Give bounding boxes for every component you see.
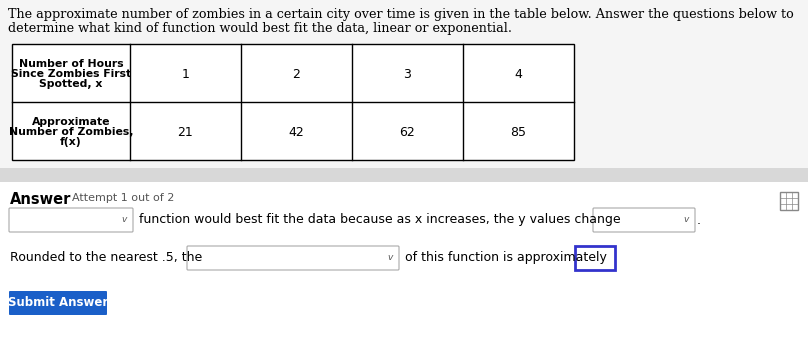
Text: f(x): f(x)	[60, 137, 82, 147]
Text: 21: 21	[178, 125, 193, 139]
Text: 62: 62	[400, 125, 415, 139]
FancyBboxPatch shape	[593, 208, 695, 232]
Text: Since Zombies First: Since Zombies First	[11, 69, 131, 79]
Text: Approximate: Approximate	[32, 117, 110, 127]
Text: Submit Answer: Submit Answer	[8, 297, 108, 309]
Text: determine what kind of function would best fit the data, linear or exponential.: determine what kind of function would be…	[8, 22, 512, 35]
Bar	[12, 44, 574, 160]
FancyBboxPatch shape	[9, 208, 133, 232]
Text: Answer: Answer	[10, 192, 71, 207]
Text: Number of Hours: Number of Hours	[19, 59, 124, 69]
Text: 1: 1	[182, 67, 189, 81]
Text: .: .	[697, 214, 701, 226]
FancyBboxPatch shape	[9, 291, 107, 315]
Text: 4: 4	[515, 67, 523, 81]
Text: v: v	[121, 215, 127, 224]
Text: The approximate number of zombies in a certain city over time is given in the ta: The approximate number of zombies in a c…	[8, 8, 793, 21]
Text: 85: 85	[511, 125, 527, 139]
Text: Number of Zombies,: Number of Zombies,	[9, 127, 133, 137]
Bar	[575, 246, 615, 270]
Bar	[780, 192, 798, 210]
Text: Spotted, x: Spotted, x	[40, 79, 103, 89]
Text: v: v	[387, 253, 393, 263]
Text: Rounded to the nearest .5, the: Rounded to the nearest .5, the	[10, 251, 202, 265]
Bar	[0, 168, 808, 182]
Text: v: v	[684, 215, 688, 224]
Text: function would best fit the data because as x increases, the y values change: function would best fit the data because…	[139, 214, 621, 226]
Text: Attempt 1 out of 2: Attempt 1 out of 2	[72, 193, 175, 203]
Text: 2: 2	[292, 67, 301, 81]
Text: of this function is approximately: of this function is approximately	[405, 251, 607, 265]
Bar	[0, 182, 808, 337]
Text: 3: 3	[403, 67, 411, 81]
Text: 42: 42	[288, 125, 305, 139]
FancyBboxPatch shape	[187, 246, 399, 270]
